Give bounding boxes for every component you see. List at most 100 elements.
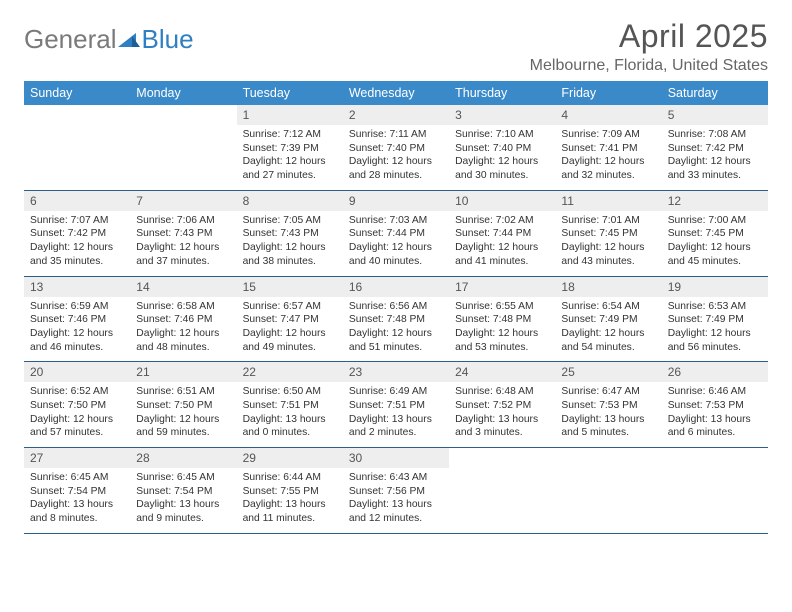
sunrise-label: Sunrise: — [243, 472, 284, 483]
day-body: Sunrise: 6:59 AMSunset: 7:46 PMDaylight:… — [24, 297, 130, 362]
sunset-line: Sunset: 7:53 PM — [561, 399, 655, 413]
daylight-line: Daylight: 13 hours and 8 minutes. — [30, 498, 124, 525]
sunset-label: Sunset: — [136, 314, 174, 325]
sunrise-value: 6:47 AM — [602, 386, 640, 397]
daylight-label: Daylight: — [455, 242, 498, 253]
daylight-label: Daylight: — [668, 156, 711, 167]
sunset-label: Sunset: — [243, 400, 281, 411]
daylight-label: Daylight: — [349, 328, 392, 339]
day-number: 11 — [555, 191, 661, 211]
sunrise-label: Sunrise: — [30, 386, 71, 397]
daylight-line: Daylight: 12 hours and 41 minutes. — [455, 241, 549, 268]
sunset-label: Sunset: — [668, 314, 706, 325]
logo-text-blue: Blue — [142, 24, 194, 55]
calendar-day-cell: 5Sunrise: 7:08 AMSunset: 7:42 PMDaylight… — [662, 105, 768, 190]
sunrise-value: 6:50 AM — [283, 386, 321, 397]
sunrise-value: 6:43 AM — [389, 472, 427, 483]
day-header: Monday — [130, 81, 236, 105]
sunset-value: 7:51 PM — [280, 400, 318, 411]
day-header: Friday — [555, 81, 661, 105]
sunrise-label: Sunrise: — [561, 386, 602, 397]
daylight-label: Daylight: — [136, 242, 179, 253]
calendar-day-cell: 24Sunrise: 6:48 AMSunset: 7:52 PMDayligh… — [449, 362, 555, 448]
day-number: 16 — [343, 277, 449, 297]
day-number: 12 — [662, 191, 768, 211]
sunset-line: Sunset: 7:46 PM — [136, 313, 230, 327]
daylight-line: Daylight: 12 hours and 37 minutes. — [136, 241, 230, 268]
calendar-week-row: 6Sunrise: 7:07 AMSunset: 7:42 PMDaylight… — [24, 190, 768, 276]
sunrise-value: 6:44 AM — [283, 472, 321, 483]
calendar-body: 1Sunrise: 7:12 AMSunset: 7:39 PMDaylight… — [24, 105, 768, 533]
day-number: 2 — [343, 105, 449, 125]
sunrise-value: 6:53 AM — [708, 301, 746, 312]
daylight-label: Daylight: — [243, 328, 286, 339]
sunrise-line: Sunrise: 6:47 AM — [561, 385, 655, 399]
calendar-day-cell: 8Sunrise: 7:05 AMSunset: 7:43 PMDaylight… — [237, 190, 343, 276]
calendar-day-cell: 17Sunrise: 6:55 AMSunset: 7:48 PMDayligh… — [449, 276, 555, 362]
calendar-day-cell: 15Sunrise: 6:57 AMSunset: 7:47 PMDayligh… — [237, 276, 343, 362]
sunrise-label: Sunrise: — [349, 472, 390, 483]
sunrise-line: Sunrise: 6:44 AM — [243, 471, 337, 485]
sunrise-label: Sunrise: — [349, 129, 390, 140]
daylight-label: Daylight: — [561, 156, 604, 167]
day-body: Sunrise: 6:45 AMSunset: 7:54 PMDaylight:… — [130, 468, 236, 533]
daylight-line: Daylight: 12 hours and 27 minutes. — [243, 155, 337, 182]
day-number: 22 — [237, 362, 343, 382]
daylight-label: Daylight: — [561, 242, 604, 253]
sunrise-value: 6:45 AM — [177, 472, 215, 483]
calendar-day-cell — [449, 448, 555, 534]
daylight-label: Daylight: — [30, 414, 73, 425]
day-body: Sunrise: 7:02 AMSunset: 7:44 PMDaylight:… — [449, 211, 555, 276]
daylight-label: Daylight: — [30, 499, 73, 510]
sunrise-value: 6:56 AM — [389, 301, 427, 312]
daylight-line: Daylight: 12 hours and 53 minutes. — [455, 327, 549, 354]
daylight-label: Daylight: — [668, 242, 711, 253]
day-body: Sunrise: 7:09 AMSunset: 7:41 PMDaylight:… — [555, 125, 661, 190]
sunset-value: 7:39 PM — [280, 143, 318, 154]
sunrise-label: Sunrise: — [136, 472, 177, 483]
daylight-line: Daylight: 12 hours and 54 minutes. — [561, 327, 655, 354]
sunset-value: 7:45 PM — [599, 228, 637, 239]
sunset-value: 7:41 PM — [599, 143, 637, 154]
sunrise-line: Sunrise: 7:11 AM — [349, 128, 443, 142]
day-body: Sunrise: 7:06 AMSunset: 7:43 PMDaylight:… — [130, 211, 236, 276]
day-body: Sunrise: 6:50 AMSunset: 7:51 PMDaylight:… — [237, 382, 343, 447]
calendar-week-row: 1Sunrise: 7:12 AMSunset: 7:39 PMDaylight… — [24, 105, 768, 190]
sunrise-value: 7:02 AM — [496, 215, 534, 226]
daylight-label: Daylight: — [243, 499, 286, 510]
sunset-value: 7:48 PM — [387, 314, 425, 325]
sunrise-label: Sunrise: — [455, 301, 496, 312]
header-row: General Blue April 2025 Melbourne, Flori… — [24, 18, 768, 75]
sunrise-line: Sunrise: 7:10 AM — [455, 128, 549, 142]
day-number: 5 — [662, 105, 768, 125]
calendar-week-row: 27Sunrise: 6:45 AMSunset: 7:54 PMDayligh… — [24, 448, 768, 534]
day-number: 28 — [130, 448, 236, 468]
sunrise-label: Sunrise: — [668, 386, 709, 397]
day-body: Sunrise: 6:56 AMSunset: 7:48 PMDaylight:… — [343, 297, 449, 362]
day-body: Sunrise: 6:54 AMSunset: 7:49 PMDaylight:… — [555, 297, 661, 362]
sunrise-value: 7:09 AM — [602, 129, 640, 140]
sunrise-label: Sunrise: — [243, 129, 284, 140]
sunset-label: Sunset: — [243, 228, 281, 239]
sunrise-line: Sunrise: 6:48 AM — [455, 385, 549, 399]
calendar-day-cell: 11Sunrise: 7:01 AMSunset: 7:45 PMDayligh… — [555, 190, 661, 276]
sunset-label: Sunset: — [561, 143, 599, 154]
daylight-line: Daylight: 13 hours and 3 minutes. — [455, 413, 549, 440]
sunset-line: Sunset: 7:48 PM — [349, 313, 443, 327]
sunrise-line: Sunrise: 7:07 AM — [30, 214, 124, 228]
daylight-line: Daylight: 12 hours and 48 minutes. — [136, 327, 230, 354]
calendar-day-cell: 18Sunrise: 6:54 AMSunset: 7:49 PMDayligh… — [555, 276, 661, 362]
sunset-label: Sunset: — [243, 314, 281, 325]
calendar-day-cell: 22Sunrise: 6:50 AMSunset: 7:51 PMDayligh… — [237, 362, 343, 448]
day-header: Sunday — [24, 81, 130, 105]
day-header: Tuesday — [237, 81, 343, 105]
sunset-value: 7:56 PM — [387, 486, 425, 497]
sunrise-value: 7:01 AM — [602, 215, 640, 226]
daylight-label: Daylight: — [455, 328, 498, 339]
sunset-label: Sunset: — [561, 228, 599, 239]
sunrise-label: Sunrise: — [349, 215, 390, 226]
day-number: 24 — [449, 362, 555, 382]
day-body: Sunrise: 6:49 AMSunset: 7:51 PMDaylight:… — [343, 382, 449, 447]
sunrise-value: 6:58 AM — [177, 301, 215, 312]
sunrise-value: 7:12 AM — [283, 129, 321, 140]
